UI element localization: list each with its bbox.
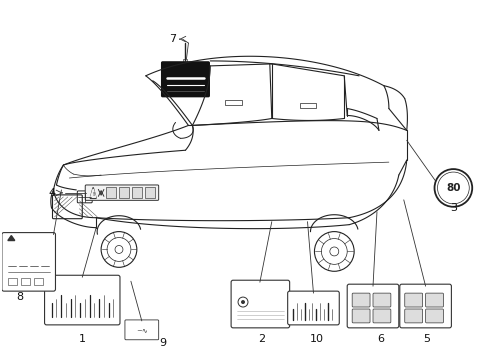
FancyBboxPatch shape [373,293,391,307]
Circle shape [435,169,472,207]
FancyBboxPatch shape [426,293,443,307]
Bar [34,278,43,285]
Text: 4: 4 [48,188,55,198]
Text: 8: 8 [16,292,24,302]
Bar [132,188,142,198]
FancyBboxPatch shape [162,62,209,96]
FancyBboxPatch shape [125,320,159,340]
FancyBboxPatch shape [347,284,399,328]
FancyBboxPatch shape [231,280,290,328]
Text: 9: 9 [159,338,166,348]
Polygon shape [91,189,96,197]
Bar [225,100,242,105]
Text: 7: 7 [169,34,176,44]
FancyBboxPatch shape [45,275,120,325]
Text: 80: 80 [446,183,461,193]
Bar [8,278,17,285]
FancyBboxPatch shape [373,309,391,323]
FancyBboxPatch shape [426,309,443,323]
Text: 6: 6 [377,334,385,344]
Polygon shape [8,235,15,240]
Bar [145,188,155,198]
FancyBboxPatch shape [352,293,370,307]
Text: 3: 3 [450,203,457,213]
Bar [183,59,188,63]
Text: !: ! [92,192,94,197]
Bar [21,278,30,285]
Text: ~∿: ~∿ [136,327,147,333]
FancyBboxPatch shape [405,293,422,307]
Bar [119,188,129,198]
FancyBboxPatch shape [405,309,422,323]
Bar [299,103,317,108]
FancyBboxPatch shape [352,309,370,323]
FancyBboxPatch shape [400,284,451,328]
Bar [106,188,116,198]
Circle shape [241,300,245,304]
FancyBboxPatch shape [2,233,55,291]
FancyBboxPatch shape [288,291,339,325]
Polygon shape [90,188,96,198]
Text: 5: 5 [423,334,430,344]
Text: 1: 1 [79,334,86,344]
Text: 10: 10 [310,334,323,344]
Text: 2: 2 [258,334,266,344]
FancyBboxPatch shape [85,185,159,201]
